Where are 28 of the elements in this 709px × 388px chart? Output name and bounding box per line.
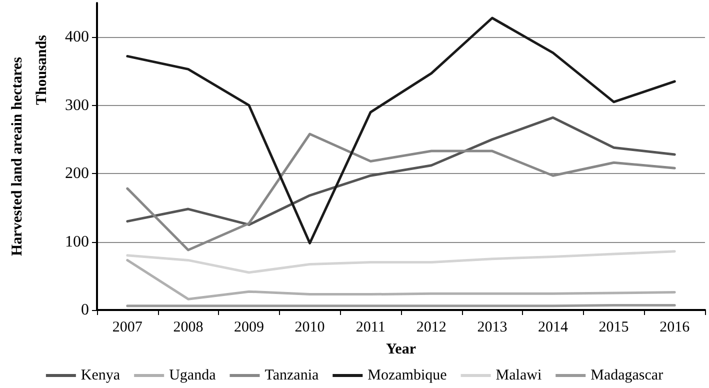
line-series xyxy=(126,250,676,274)
y-tick-label: 0 xyxy=(81,302,89,318)
y-tick-label: 400 xyxy=(65,28,89,46)
y-tick-label: 300 xyxy=(65,96,89,114)
y-tick-label: 200 xyxy=(65,165,89,182)
y-axis-title: Harvested land areain hectares xyxy=(10,56,26,256)
legend-label: Uganda xyxy=(169,368,216,384)
x-tick-label: 2009 xyxy=(234,320,264,336)
line-series xyxy=(126,258,676,300)
x-tick-label: 2007 xyxy=(112,320,143,336)
x-axis-title: Year xyxy=(386,342,416,358)
y-tick-label: 100 xyxy=(65,233,89,250)
x-tick-label: 2010 xyxy=(294,320,325,336)
text: Thousands xyxy=(34,34,50,106)
legend-label: Tanzania xyxy=(264,368,319,384)
legend-label: Mozambique xyxy=(368,368,448,384)
line-series xyxy=(126,16,676,244)
x-tick-label: 2013 xyxy=(477,320,508,336)
x-tick-label: 2016 xyxy=(660,320,690,336)
x-tick-label: 2008 xyxy=(173,320,204,336)
x-tick-label: 2011 xyxy=(356,320,386,336)
x-tick-label: 2012 xyxy=(416,320,446,336)
x-tick-label: 2014 xyxy=(538,320,568,336)
legend-label: Madagascar xyxy=(590,368,664,384)
line-series xyxy=(126,116,676,226)
legend-label: Malawi xyxy=(496,368,542,384)
x-tick-label: 2015 xyxy=(598,320,629,336)
legend-label: Kenya xyxy=(80,368,120,384)
